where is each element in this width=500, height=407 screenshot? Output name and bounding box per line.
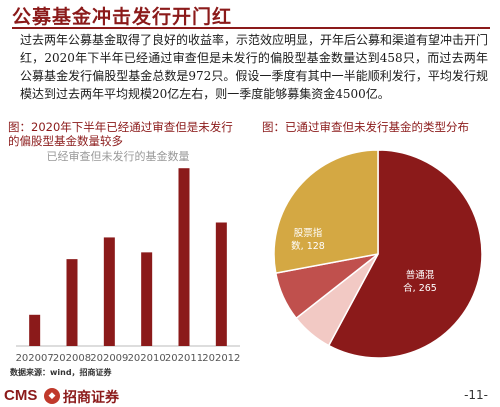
bar-202009 xyxy=(103,237,115,346)
bar-202012 xyxy=(215,222,227,346)
company-name: 招商证券 xyxy=(63,390,119,406)
x-tick-label: 202011 xyxy=(165,353,203,364)
x-tick-label: 202008 xyxy=(53,353,91,364)
page-title: 公募基金冲击发行开门红 xyxy=(12,6,233,28)
data-source-note: 数据来源：wind，招商证券 xyxy=(10,368,112,377)
bar-202010 xyxy=(141,252,153,346)
body-paragraph: 过去两年公募基金取得了良好的收益率，示范效应明显，开年后公募和渠道有望冲击开门红… xyxy=(20,33,489,101)
cms-logo-text: CMS xyxy=(4,387,38,404)
footer: CMS ◆ 招商证券 -11- xyxy=(0,386,500,407)
x-tick-label: 202012 xyxy=(202,353,240,364)
bar-chart-inner-title: 已经审查但未发行的基金数量 xyxy=(47,149,190,163)
bar-chart-title: 图：2020年下半年已经通过审查但是未发行的偏股型基金数量较多 xyxy=(8,120,233,148)
bar-202011 xyxy=(178,168,190,346)
x-tick-label: 202009 xyxy=(90,353,128,364)
page-number: -11- xyxy=(464,388,488,402)
pie-slice-股票指数 xyxy=(273,149,379,275)
title-divider xyxy=(12,27,490,29)
bar-202008 xyxy=(66,259,78,346)
x-tick-label: 202010 xyxy=(128,353,166,364)
x-tick-label: 202007 xyxy=(16,353,54,364)
bar-202007 xyxy=(29,314,41,346)
pie-chart: 普通混合, 265股票型,35股票指数, 128 xyxy=(273,149,483,359)
pie-label-股票指数: 股票指数, 128 xyxy=(291,227,325,252)
pie-slice-普通混合 xyxy=(327,149,483,359)
cms-logo-icon: ◆ xyxy=(44,388,60,404)
pie-chart-title: 图：已通过审查但未发行基金的类型分布 xyxy=(262,120,469,134)
pie-label-普通混合: 普通混合, 265 xyxy=(403,269,437,294)
